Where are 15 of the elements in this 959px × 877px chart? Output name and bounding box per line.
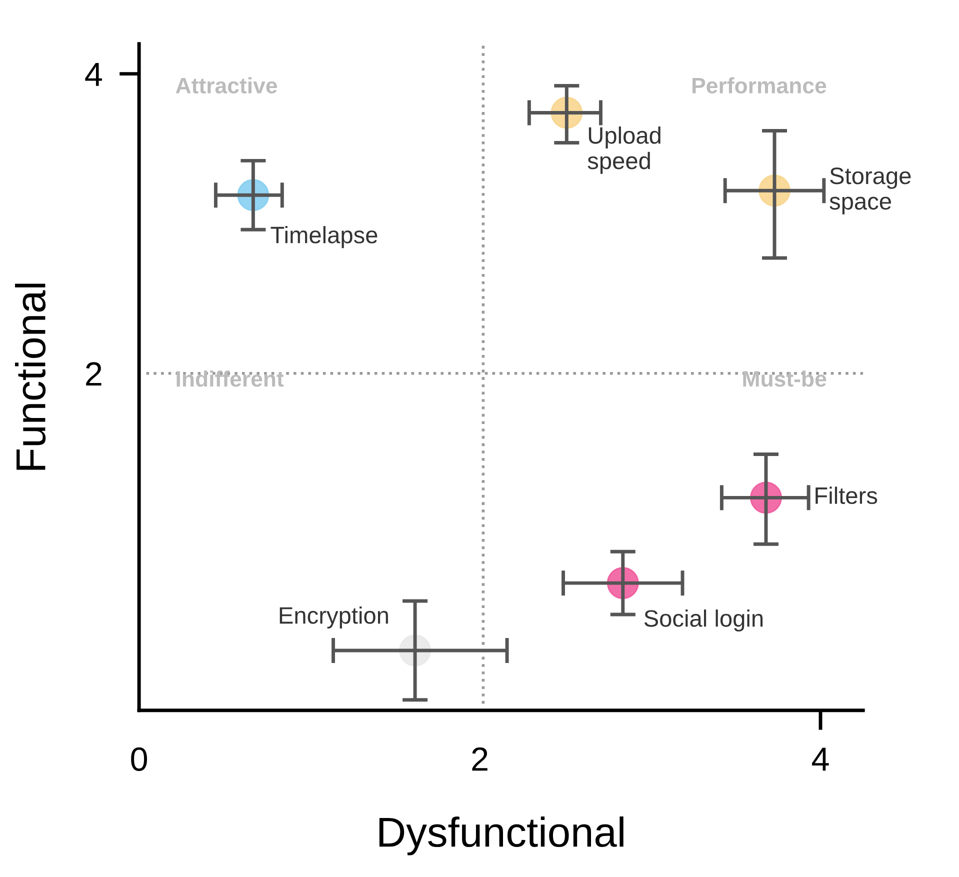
series-label: Timelapse	[270, 226, 378, 248]
x-tick-label: 2	[472, 747, 488, 771]
x-tick-label: 4	[812, 748, 829, 771]
series-label: Storage space	[830, 168, 911, 214]
series-label: Upload speed	[588, 126, 660, 174]
series-label: Filters	[816, 486, 878, 504]
y-axis-title: Functional	[15, 284, 46, 470]
annotation: Performance	[692, 77, 826, 94]
x-axis-title: Dysfunctional	[379, 816, 624, 856]
series-label: Social login	[644, 609, 763, 632]
annotation: Attractive	[176, 77, 278, 94]
annotation: Indifferent	[176, 370, 284, 387]
series-label: Encryption	[280, 606, 388, 629]
x-tick-label: 0	[131, 747, 148, 771]
annotation: Must-be	[743, 370, 826, 387]
